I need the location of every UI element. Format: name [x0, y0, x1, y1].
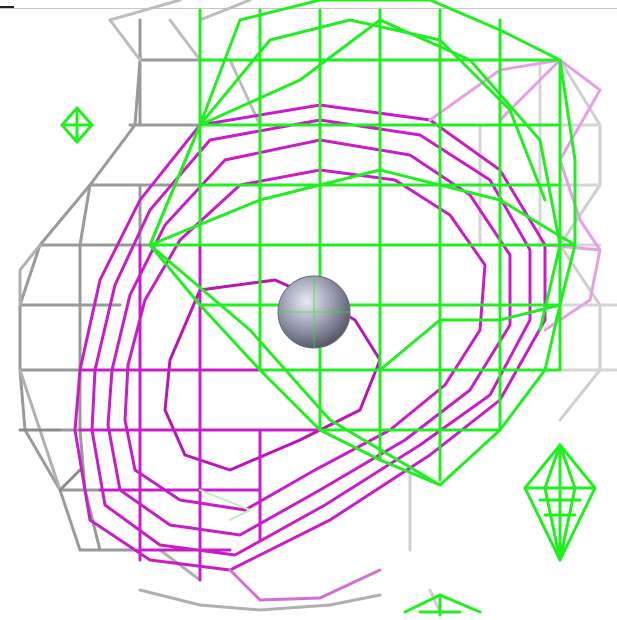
green-density-mesh: [60, 0, 597, 617]
green-diamond-large: [523, 443, 597, 562]
green-diamond-partial: [403, 593, 482, 617]
central-atom-sphere[interactable]: [277, 275, 351, 349]
viewport-corner-mark: [0, 6, 14, 8]
green-diamond-small: [60, 106, 94, 144]
magenta-density-mesh: [73, 58, 602, 602]
viewport-top-border: [0, 8, 617, 9]
